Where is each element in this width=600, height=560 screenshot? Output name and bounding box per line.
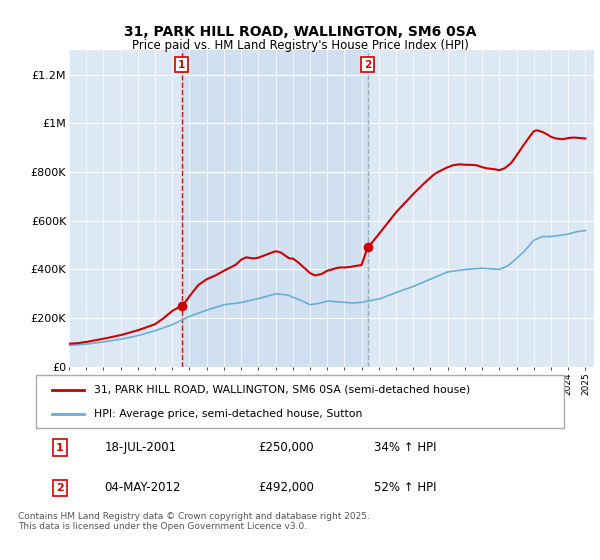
Text: 31, PARK HILL ROAD, WALLINGTON, SM6 0SA (semi-detached house): 31, PARK HILL ROAD, WALLINGTON, SM6 0SA … xyxy=(94,385,470,395)
Text: 04-MAY-2012: 04-MAY-2012 xyxy=(104,482,181,494)
Text: 1: 1 xyxy=(56,443,64,453)
Text: 18-JUL-2001: 18-JUL-2001 xyxy=(104,441,177,454)
Text: 31, PARK HILL ROAD, WALLINGTON, SM6 0SA: 31, PARK HILL ROAD, WALLINGTON, SM6 0SA xyxy=(124,25,476,39)
Text: 2: 2 xyxy=(56,483,64,493)
FancyBboxPatch shape xyxy=(36,375,564,428)
Text: HPI: Average price, semi-detached house, Sutton: HPI: Average price, semi-detached house,… xyxy=(94,409,362,419)
Text: 2: 2 xyxy=(364,60,371,70)
Text: 1: 1 xyxy=(178,60,185,70)
Text: £250,000: £250,000 xyxy=(258,441,313,454)
Text: 52% ↑ HPI: 52% ↑ HPI xyxy=(374,482,436,494)
Bar xyxy=(182,50,368,367)
Text: 34% ↑ HPI: 34% ↑ HPI xyxy=(374,441,436,454)
Text: Contains HM Land Registry data © Crown copyright and database right 2025.
This d: Contains HM Land Registry data © Crown c… xyxy=(18,512,370,531)
Text: Price paid vs. HM Land Registry's House Price Index (HPI): Price paid vs. HM Land Registry's House … xyxy=(131,39,469,52)
Text: £492,000: £492,000 xyxy=(258,482,314,494)
